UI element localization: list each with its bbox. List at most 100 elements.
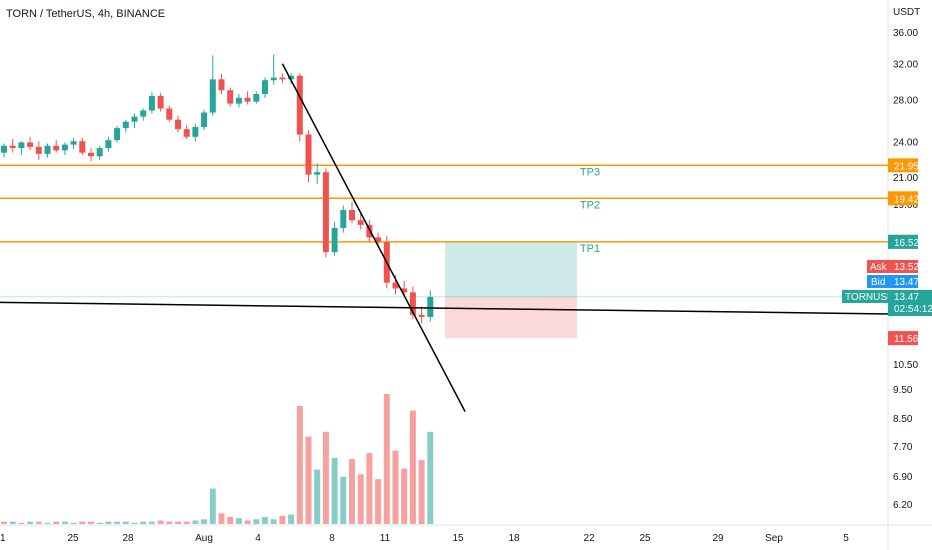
candle-body (61, 144, 68, 151)
last-price-tag (888, 290, 932, 316)
candle-body (357, 220, 364, 225)
volume-bar (88, 521, 94, 524)
price-tick-label: 6.20 (893, 500, 913, 511)
price-tag (888, 234, 918, 249)
position-tool[interactable] (445, 241, 577, 339)
price-axis-ticks: 36.00 32.00 28.00 24.00 21.00 19.00 10.50 9.50 8… (893, 28, 918, 511)
ask-value-tag (888, 260, 918, 273)
volume-bar (392, 450, 399, 524)
volume-bar (175, 521, 181, 524)
ask-label: Ask (870, 262, 888, 273)
volume-bar (96, 522, 103, 524)
price-tick-label: 24.00 (893, 137, 918, 148)
bid-tag (867, 275, 888, 288)
bid-value-tag (888, 275, 918, 288)
time-tick-label: Aug (195, 533, 213, 544)
price-tick-label: 6.90 (893, 472, 913, 483)
candle-body (305, 134, 312, 175)
price-tick-label: 19.00 (893, 200, 918, 211)
candle-body (9, 145, 16, 149)
plot-area[interactable] (0, 0, 888, 550)
volume-layer (1, 394, 434, 524)
volume-bar (235, 518, 242, 524)
price-tick-label: 28.00 (893, 96, 918, 107)
volume-bar (244, 520, 251, 524)
volume-bar (357, 474, 364, 524)
volume-bar (183, 521, 190, 524)
last-price: 13.47 (894, 292, 919, 303)
price-tick-label: 32.00 (893, 60, 918, 71)
position-loss-zone[interactable] (445, 296, 577, 339)
time-tick-label: 15 (452, 533, 464, 544)
candle-body (70, 141, 77, 145)
candle-body (53, 145, 60, 151)
level-label-tp2: TP2 (580, 199, 600, 211)
symbol-title: TORN / TetherUS, 4h, BINANCE (6, 8, 165, 20)
time-tick-label: 8 (329, 533, 335, 544)
volume-bar (253, 519, 260, 524)
price-tag (888, 191, 918, 206)
candle-body (314, 172, 321, 175)
trendline-2[interactable] (0, 301, 932, 316)
time-tick-label: 4 (255, 533, 261, 544)
volume-bar (79, 521, 86, 524)
time-tick-label: 25 (67, 533, 79, 544)
volume-bar (418, 460, 425, 524)
position-profit-zone[interactable] (445, 241, 577, 297)
candle-body (253, 94, 260, 102)
candle-body (1, 145, 7, 153)
horizontal-levels[interactable]: TP3 TP2 TP1 (0, 164, 888, 298)
level-label-tp3: TP3 (580, 166, 600, 178)
candle-body (218, 79, 225, 91)
price-tick-label: 21.00 (893, 173, 918, 184)
ask-tag (867, 260, 888, 273)
time-axis-ticks: 1 25 28 Aug 4 8 11 15 18 22 25 29 Sep 5 (0, 533, 849, 544)
volume-bar (427, 431, 434, 524)
time-tick-label: 22 (583, 533, 595, 544)
volume-bar (140, 521, 147, 524)
price-tick-label: 7.70 (893, 442, 913, 453)
volume-bar (114, 521, 121, 524)
candle-body (131, 116, 138, 122)
time-tick-label: 5 (843, 533, 849, 544)
trendlines[interactable] (0, 63, 932, 412)
bid-label: Bid (871, 277, 885, 288)
candle-body (175, 119, 181, 130)
volume-bar (61, 521, 68, 524)
symbol-tag (842, 290, 888, 303)
candle-body (96, 148, 103, 157)
volume-bar (148, 521, 155, 524)
candle-body (427, 296, 434, 318)
candle-body (166, 108, 173, 120)
volume-bar (262, 516, 268, 524)
volume-bar (122, 521, 129, 524)
candle-body (183, 129, 190, 137)
volume-bar (331, 457, 338, 524)
quote-panel: Ask 13.52 Bid 13.47 TORNUSDT 13.47 02:54… (842, 260, 932, 316)
candle-body (262, 80, 268, 95)
candle-body (88, 152, 94, 157)
candle-body (296, 75, 303, 135)
candle-body (209, 79, 216, 113)
volume-bar (227, 516, 234, 524)
volume-bar (288, 514, 295, 524)
volume-bar (70, 522, 77, 524)
time-tick-label: 11 (380, 533, 391, 544)
price-tick-label: 9.50 (893, 385, 913, 396)
volume-bar (375, 479, 382, 524)
trendline-1[interactable] (281, 63, 466, 412)
candle-body (392, 282, 399, 289)
candle-body (349, 209, 355, 221)
volume-bar (305, 436, 312, 524)
candle-body (288, 75, 295, 80)
bar-countdown: 02:54:12 (894, 304, 932, 315)
candle-body (192, 127, 199, 137)
time-tick-label: 29 (712, 533, 724, 544)
price-tag-label: 19.42 (894, 194, 919, 205)
volume-bar (44, 522, 51, 524)
price-tag-label: 11.56 (894, 334, 919, 345)
volume-bar (131, 522, 138, 524)
volume-bar (409, 410, 416, 524)
volume-bar (340, 476, 347, 524)
